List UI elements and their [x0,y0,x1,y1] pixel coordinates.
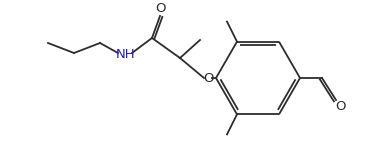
Text: O: O [203,72,213,84]
Text: O: O [156,3,166,15]
Text: NH: NH [116,49,136,62]
Text: O: O [335,100,345,114]
